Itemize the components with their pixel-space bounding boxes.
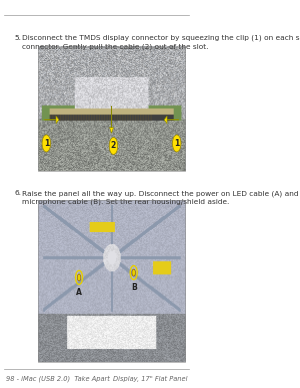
Text: 1: 1	[44, 139, 49, 148]
Bar	[38, 47, 185, 171]
Text: 5.: 5.	[14, 35, 22, 41]
Circle shape	[42, 135, 51, 152]
Circle shape	[132, 269, 135, 276]
Circle shape	[172, 135, 181, 152]
Text: Display, 17" Flat Panel: Display, 17" Flat Panel	[113, 376, 187, 382]
Text: B: B	[131, 283, 137, 292]
FancyArrow shape	[164, 116, 179, 124]
Text: 2: 2	[111, 141, 116, 151]
FancyArrow shape	[44, 116, 59, 124]
Text: 6.: 6.	[14, 190, 22, 196]
Circle shape	[77, 274, 81, 281]
Text: 98 - iMac (USB 2.0)  Take Apart: 98 - iMac (USB 2.0) Take Apart	[6, 375, 110, 382]
Text: 1: 1	[174, 139, 179, 148]
Text: Disconnect the TMDS display connector by squeezing the clip (1) on each side of : Disconnect the TMDS display connector by…	[22, 35, 300, 50]
Text: A: A	[76, 288, 82, 296]
Circle shape	[109, 137, 118, 154]
Bar	[38, 200, 185, 362]
FancyArrow shape	[110, 106, 113, 133]
Text: Raise the panel all the way up. Disconnect the power on LED cable (A) and the
mi: Raise the panel all the way up. Disconne…	[22, 190, 300, 205]
